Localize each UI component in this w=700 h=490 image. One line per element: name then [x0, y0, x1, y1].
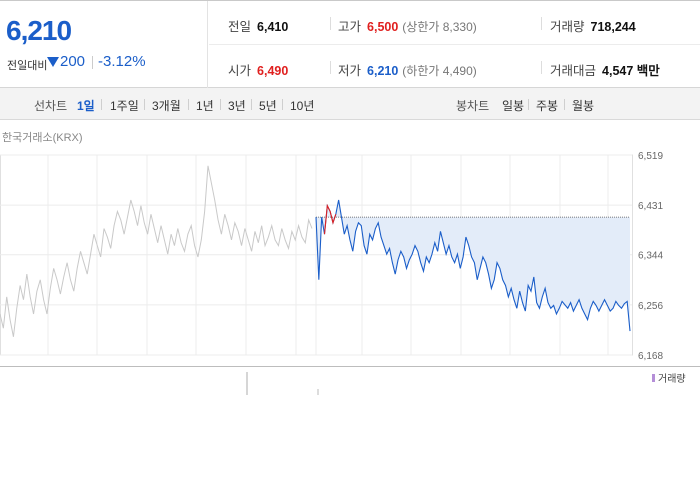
lower-limit: (하한가 4,490): [402, 64, 477, 78]
divider: [330, 17, 331, 30]
y-axis-ticks: 6,519 6,431 6,344 6,256 6,168: [638, 151, 663, 362]
divider: [92, 56, 93, 69]
y-tick-label: 6,519: [638, 151, 663, 162]
amount-label: 거래대금: [550, 64, 597, 78]
tab-5y[interactable]: 5년: [259, 99, 277, 113]
tab-divider: [528, 99, 529, 110]
tab-monthly[interactable]: 월봉: [572, 99, 595, 113]
today-line: [315, 199, 631, 332]
tab-3m[interactable]: 3개월: [152, 99, 181, 113]
amount: 거래대금 4,547 백만: [550, 60, 660, 79]
tab-1y[interactable]: 1년: [196, 99, 214, 113]
volume: 거래량 718,244: [550, 16, 636, 35]
open-label: 시가: [228, 64, 252, 78]
tab-divider: [144, 99, 145, 110]
quote-panel: 6,210 전일대비 200 -3.12% 전일 6,410 고가 6,500 (상한…: [0, 0, 700, 88]
prev-close-value: 6,410: [257, 20, 289, 34]
low: 저가 6,210 (하한가 4,490): [338, 60, 477, 79]
down-arrow-icon: [47, 57, 59, 67]
prev-day-line: [0, 165, 313, 337]
tab-1d[interactable]: 1일: [77, 99, 95, 113]
volume-bars: [246, 372, 319, 395]
divider: [541, 17, 542, 30]
tab-divider: [282, 99, 283, 110]
tab-10y[interactable]: 10년: [290, 99, 315, 113]
current-price: 6,210: [6, 15, 72, 46]
volume-legend-label: 거래량: [658, 373, 686, 385]
tab-3y[interactable]: 3년: [228, 99, 246, 113]
candle-chart-label: 봉차트: [456, 99, 490, 113]
divider: [330, 61, 331, 74]
low-label: 저가: [338, 64, 362, 78]
fill-area: [316, 200, 630, 332]
volume-area-border: [0, 366, 700, 367]
row-divider: [209, 44, 700, 45]
divider: [541, 61, 542, 74]
tab-divider: [188, 99, 189, 110]
tab-divider: [220, 99, 221, 110]
y-tick-label: 6,344: [638, 251, 663, 262]
y-tick-label: 6,256: [638, 301, 663, 312]
high: 고가 6,500 (상한가 8,330): [338, 16, 477, 35]
volume-legend-swatch: [652, 374, 655, 382]
tab-divider: [101, 99, 102, 110]
volume-label: 거래량: [550, 20, 585, 34]
tab-1w[interactable]: 1주일: [110, 99, 139, 113]
y-tick-label: 6,431: [638, 201, 663, 212]
high-label: 고가: [338, 20, 362, 34]
prev-close-label: 전일: [228, 20, 252, 34]
price-box: 6,210 전일대비 200 -3.12%: [0, 1, 208, 88]
source-label: 한국거래소(KRX): [2, 132, 83, 144]
today-up-segment: [323, 203, 337, 235]
tab-divider: [251, 99, 252, 110]
open: 시가 6,490: [228, 60, 288, 79]
change-value: 200: [60, 53, 86, 70]
low-value: 6,210: [367, 64, 399, 78]
high-value: 6,500: [367, 20, 399, 34]
upper-limit: (상한가 8,330): [402, 20, 477, 34]
period-tab-bar: 선차트 1일 1주일 3개월 1년 3년 5년 10년 봉차트 일봉 주봉 월봉: [0, 88, 700, 120]
y-tick-label: 6,168: [638, 351, 663, 362]
tab-daily[interactable]: 일봉: [502, 99, 525, 113]
change-percent: -3.12%: [98, 53, 146, 70]
price-chart[interactable]: 6,519 6,431 6,344 6,256 6,168 거래량: [0, 145, 700, 395]
open-value: 6,490: [257, 64, 289, 78]
prev-close: 전일 6,410: [228, 16, 288, 35]
line-chart-label: 선차트: [34, 99, 68, 113]
tab-divider: [564, 99, 565, 110]
amount-value: 4,547 백만: [602, 64, 660, 78]
tab-weekly[interactable]: 주봉: [536, 99, 559, 113]
volume-value: 718,244: [590, 20, 636, 34]
change-label: 전일대비: [7, 59, 48, 72]
